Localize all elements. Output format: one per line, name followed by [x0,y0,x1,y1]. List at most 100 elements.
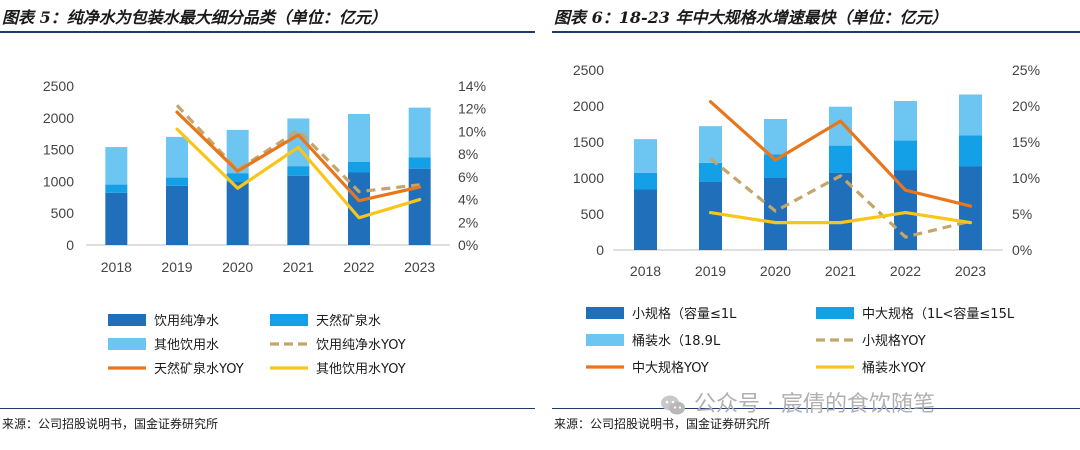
left-legend-label: 天然矿泉水 [316,313,381,329]
right-legend-label: 小规格（容量≤1L [632,306,737,322]
left-y-tick-label: 0 [66,237,74,253]
left-legend-label: 饮用纯净水YOY [316,338,406,353]
right-bar-segment [764,118,787,155]
right-x-tick-label: 2019 [695,263,726,279]
left-x-tick-label: 2023 [404,259,435,275]
right-legend-swatch [586,334,624,346]
right-bar-segment [634,139,657,173]
right-legend-swatch [586,307,624,319]
left-y2-tick-label: 10% [458,123,486,139]
right-x-tick-label: 2018 [630,263,661,279]
left-series-line [175,127,422,220]
right-bar-segment [699,181,722,250]
left-legend-label: 其他饮用水 [154,338,219,353]
right-bar-segment [829,172,852,250]
left-legend-swatch [108,314,146,326]
left-bar-segment [105,192,128,245]
left-bar-segment [226,182,249,245]
right-x-tick-label: 2023 [955,263,986,279]
left-bar-segment [105,184,128,193]
left-legend-label: 天然矿泉水YOY [154,361,244,377]
left-x-tick-label: 2018 [101,259,132,275]
right-bar-segment [894,100,917,141]
right-y-tick-label: 0 [596,242,604,258]
right-legend-label: 中大规格YOY [632,360,709,376]
right-y2-tick-label: 5% [1012,206,1032,222]
left-legend-swatch [108,338,146,350]
right-chart-panel: 图表 6：18-23 年中大规格水增速最快（单位：亿元） 0 500 1000 150… [552,0,1080,450]
watermark-text: 公众号 · 宸倩的食饮随笔 [694,392,935,417]
right-series-line [708,100,973,208]
left-bar-segment [287,166,310,176]
right-y2-tick-label: 0% [1012,242,1032,258]
right-bar-segment [634,189,657,250]
left-y2-tick-label: 12% [458,101,486,117]
right-bar-segment [699,126,722,163]
left-bar-segment [408,157,431,169]
right-chart-svg: 0 500 1000 1500 2000 2500 0% 5% 10% 15% 20% 25% 2018… [573,62,1040,376]
right-y-tick-label: 500 [581,206,605,222]
left-y-tick-label: 1000 [43,173,74,189]
right-chart-title: 图表 6：18-23 年中大规格水增速最快（单位：亿元） [554,8,948,27]
wechat-icon [661,395,685,415]
right-legend-label: 小规格YOY [862,333,926,349]
right-x-tick-label: 2022 [890,263,921,279]
right-bar-segment [634,172,657,190]
right-bottom-rule [552,408,1080,409]
right-bar-segment [959,135,982,167]
left-y2-tick-label: 14% [458,78,486,94]
left-y2-tick-label: 2% [458,214,478,230]
left-y2-tick-label: 6% [458,169,478,185]
left-y-tick-label: 500 [51,205,75,221]
right-legend-label: 中大规格（1L<容量≤15L [862,306,1015,322]
left-bottom-rule [0,408,535,409]
right-legend-swatch [816,307,854,319]
left-bar-segment [287,175,310,245]
left-series-line [175,110,422,203]
right-y2-tick-label: 20% [1012,98,1040,114]
left-x-tick-label: 2022 [343,259,374,275]
left-bar-segment [348,161,370,173]
left-chart-svg: 0 500 1000 1500 2000 2500 0% 2% 4% 6% 8% 10% 12% 14% 2… [43,78,486,377]
left-chart-title: 图表 5：纯净水为包装水最大细分品类（单位：亿元） [2,8,387,27]
left-x-tick-label: 2021 [283,259,314,275]
left-bar-segment [408,107,431,158]
right-bar-segment [959,94,982,136]
right-y2-tick-label: 25% [1012,62,1040,78]
left-x-tick-label: 2019 [161,259,192,275]
left-bar-segment [348,172,370,245]
left-bar-segment [226,173,249,183]
right-source-note: 来源：公司招股说明书，国金证券研究所 [554,417,771,431]
left-x-tick-label: 2020 [222,259,253,275]
right-bar-segment [699,162,722,182]
right-series-line [708,210,973,225]
left-y2-tick-label: 8% [458,146,478,162]
watermark: 公众号 · 宸倩的食饮随笔 [660,386,935,418]
right-series-line [709,157,971,239]
right-y-tick-label: 2500 [573,62,604,78]
left-legend-label: 饮用纯净水 [154,314,219,329]
right-bar-segment [959,166,982,250]
left-y-tick-label: 2000 [43,110,74,126]
left-bar-segment [166,185,188,245]
left-legend-label: 其他饮用水YOY [316,362,406,377]
right-x-tick-label: 2020 [760,263,791,279]
right-bar-segment [764,154,787,178]
right-bar-segment [829,106,852,146]
right-bar-segment [764,178,787,250]
left-source-note: 来源：公司招股说明书，国金证券研究所 [2,417,219,431]
right-legend-label: 桶装水（18.9L [632,334,721,349]
right-legend-label: 桶装水YOY [862,361,926,376]
left-bar-segment [348,113,370,162]
right-y-tick-label: 1000 [573,170,604,186]
right-y2-tick-label: 15% [1012,134,1040,150]
left-bar-segment [166,177,188,186]
right-bar-segment [894,140,917,171]
left-y-tick-label: 1500 [43,142,74,158]
left-y2-tick-label: 4% [458,192,478,208]
left-legend-swatch [270,314,308,326]
left-chart-panel: 图表 5：纯净水为包装水最大细分品类（单位：亿元） 0 500 1000 1500 20… [0,0,535,450]
right-top-rule [552,31,1080,33]
right-y-tick-label: 1500 [573,134,604,150]
left-top-rule [0,31,535,33]
